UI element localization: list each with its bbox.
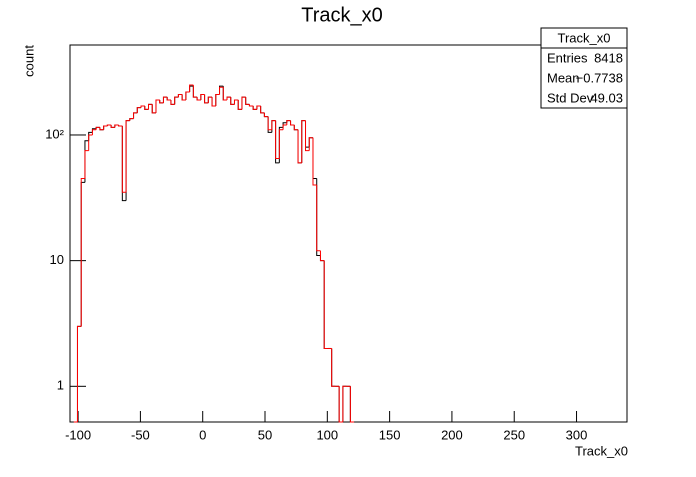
histogram-bin xyxy=(118,125,123,127)
histogram-bin xyxy=(207,96,213,103)
histogram-bin xyxy=(144,106,149,110)
histogram-bin xyxy=(260,106,265,114)
x-tick-label: 100 xyxy=(316,427,338,442)
histogram-bin xyxy=(106,124,112,126)
histogram-bin xyxy=(222,87,228,101)
histogram-bin xyxy=(312,137,317,186)
histogram-bin xyxy=(290,120,295,126)
histogram-bin xyxy=(174,96,179,105)
histogram-bin xyxy=(189,84,194,92)
histogram-bin xyxy=(305,120,310,152)
stats-key: Entries xyxy=(547,50,588,65)
histogram-bin xyxy=(233,99,239,105)
histogram-bin xyxy=(263,112,269,118)
histogram-bin xyxy=(177,93,183,98)
histogram-bin xyxy=(342,385,347,422)
histogram-bin xyxy=(338,386,343,423)
histogram-bin xyxy=(215,93,220,107)
y-tick-label: 10 xyxy=(50,252,64,267)
stats-value: 49.03 xyxy=(590,90,623,105)
histogram-bin xyxy=(319,250,325,262)
histogram-bin xyxy=(181,94,186,101)
histogram-bin xyxy=(192,84,198,98)
histogram-bin xyxy=(323,260,328,349)
stats-value: −0.7738 xyxy=(576,70,623,85)
stats-box xyxy=(540,27,628,109)
histogram-bin xyxy=(204,94,209,104)
histogram-bin xyxy=(91,129,97,135)
histogram-bin xyxy=(80,178,85,327)
histogram-bin xyxy=(99,127,104,131)
x-tick-label: 50 xyxy=(258,427,272,442)
stats-key: Std Dev xyxy=(547,90,594,105)
histogram-bin xyxy=(248,104,254,107)
histogram-bin xyxy=(170,99,175,105)
histogram-bin xyxy=(88,134,93,151)
histogram-bin xyxy=(230,97,235,105)
histogram-bin xyxy=(151,104,156,114)
plot-frame xyxy=(69,44,628,423)
histogram-bin xyxy=(267,116,272,131)
x-tick-label: 300 xyxy=(566,427,588,442)
histogram-bin xyxy=(293,125,299,131)
histogram-bin xyxy=(282,124,287,130)
histogram-bin xyxy=(166,97,171,101)
y-tick-label: 10² xyxy=(45,126,64,141)
histogram-bin xyxy=(256,105,261,110)
x-tick-label: -50 xyxy=(131,427,150,442)
histogram-bin xyxy=(301,120,306,163)
x-tick-label: -100 xyxy=(65,427,91,442)
histogram-bin xyxy=(114,124,119,128)
histogram-bin xyxy=(278,129,284,159)
histogram-bin xyxy=(76,325,82,422)
histogram-bin xyxy=(211,97,216,107)
y-axis-label: count xyxy=(21,45,36,77)
x-tick-label: 250 xyxy=(503,427,525,442)
histogram-bin xyxy=(136,107,142,113)
histogram-bin xyxy=(84,150,89,179)
histogram-bin xyxy=(252,106,257,110)
x-tick-label: 150 xyxy=(379,427,401,442)
histogram-bin xyxy=(110,125,115,128)
x-tick-label: 200 xyxy=(441,427,463,442)
histogram-bin xyxy=(331,348,336,387)
histogram-bin xyxy=(185,91,190,100)
histogram-bin xyxy=(200,93,205,100)
histogram-bin xyxy=(155,99,160,113)
x-tick-label: 0 xyxy=(199,427,206,442)
histogram-bin xyxy=(226,96,231,100)
y-tick-label: 1 xyxy=(57,378,64,393)
stats-value: 8418 xyxy=(594,50,623,65)
histogram-bin xyxy=(237,99,242,110)
histogram-bin xyxy=(148,103,153,110)
stats-key: Mean xyxy=(547,70,580,85)
chart-title: Track_x0 xyxy=(301,4,383,26)
histogram-bin xyxy=(308,137,313,151)
histogram-bin xyxy=(121,125,127,193)
histogram-bin xyxy=(140,105,145,108)
histogram-bin xyxy=(159,99,164,104)
histogram-bin xyxy=(219,86,224,95)
x-axis-label: Track_x0 xyxy=(575,443,628,458)
histogram-bin xyxy=(125,120,130,193)
histogram-bin xyxy=(275,120,280,159)
histogram-bin xyxy=(245,97,250,105)
histogram-bin xyxy=(162,96,168,103)
histogram-bin xyxy=(271,120,276,130)
histogram-bin xyxy=(196,97,201,101)
histogram-bin xyxy=(103,125,108,130)
histogram-bin xyxy=(286,120,291,126)
histogram-bin xyxy=(241,96,246,110)
stats-title: Track_x0 xyxy=(558,30,611,45)
histogram-bin xyxy=(129,118,134,121)
histogram-bin xyxy=(297,129,302,164)
histogram-bin xyxy=(316,184,321,252)
histogram-bin xyxy=(133,112,138,119)
histogram-bin xyxy=(349,386,355,423)
histogram-bin xyxy=(95,126,100,130)
